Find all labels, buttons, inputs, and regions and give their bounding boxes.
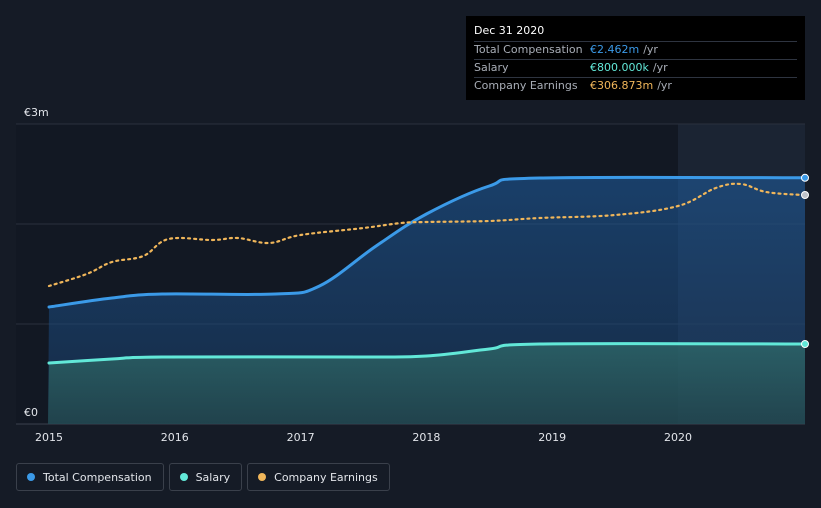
tooltip-date: Dec 31 2020 — [474, 24, 545, 37]
tooltip-value: €306.873m — [590, 79, 654, 92]
x-tick-label: 2017 — [287, 431, 315, 444]
legend-label: Company Earnings — [274, 470, 378, 484]
tooltip-value: €2.462m — [590, 43, 640, 56]
y-tick-label: €0 — [24, 406, 38, 419]
tooltip-unit: /yr — [652, 61, 668, 74]
legend-label: Salary — [195, 470, 231, 484]
tooltip-row-total-compensation: Total Compensation €2.462m /yr — [474, 41, 797, 59]
x-tick-label: 2016 — [161, 431, 189, 444]
tooltip-label: Company Earnings — [474, 79, 578, 92]
x-tick-label: 2019 — [538, 431, 566, 444]
legend-dot-icon — [258, 473, 267, 481]
chart-tooltip: Dec 31 2020 Total Compensation €2.462m /… — [466, 16, 805, 100]
x-tick-label: 2018 — [412, 431, 440, 444]
tooltip-value: €800.000k — [590, 61, 649, 74]
tooltip-label: Salary — [474, 61, 509, 74]
company-earnings-end-marker — [801, 191, 809, 199]
salary-line — [47, 342, 807, 365]
x-tick-label: 2020 — [664, 431, 692, 444]
tooltip-label: Total Compensation — [474, 43, 583, 56]
legend-item-total-compensation[interactable]: Total Compensation — [16, 463, 164, 491]
tooltip-unit: /yr — [657, 79, 672, 92]
legend-label: Total Compensation — [43, 470, 152, 484]
total-compensation-end-marker — [801, 173, 809, 182]
salary-area — [48, 343, 805, 424]
legend-item-salary[interactable]: Salary — [168, 463, 243, 491]
total-compensation-line — [47, 175, 807, 309]
tooltip-unit: /yr — [643, 43, 658, 56]
salary-end-marker — [801, 340, 809, 348]
tooltip-row-salary: Salary €800.000k /yr — [474, 59, 797, 77]
company-earnings-line — [47, 182, 807, 288]
legend-dot-icon — [179, 473, 188, 481]
chart-legend: Total Compensation Salary Company Earnin… — [16, 463, 390, 491]
y-tick-label: €3m — [24, 106, 49, 119]
legend-item-company-earnings[interactable]: Company Earnings — [247, 463, 390, 491]
x-tick-label: 2015 — [35, 431, 63, 444]
tooltip-row-company-earnings: Company Earnings €306.873m /yr — [474, 77, 797, 95]
legend-dot-icon — [27, 473, 35, 481]
